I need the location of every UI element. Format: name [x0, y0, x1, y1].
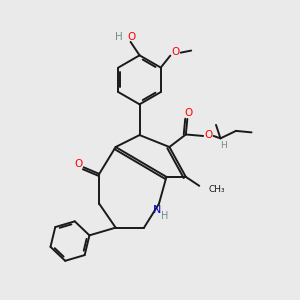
- Text: CH₃: CH₃: [209, 185, 226, 194]
- Text: H: H: [220, 141, 227, 150]
- Text: O: O: [172, 47, 180, 57]
- Text: H: H: [116, 32, 123, 42]
- Text: O: O: [127, 32, 135, 42]
- Text: O: O: [204, 130, 213, 140]
- Text: O: O: [74, 159, 82, 169]
- Text: N: N: [153, 205, 162, 215]
- Text: O: O: [184, 108, 193, 118]
- Text: H: H: [160, 211, 168, 221]
